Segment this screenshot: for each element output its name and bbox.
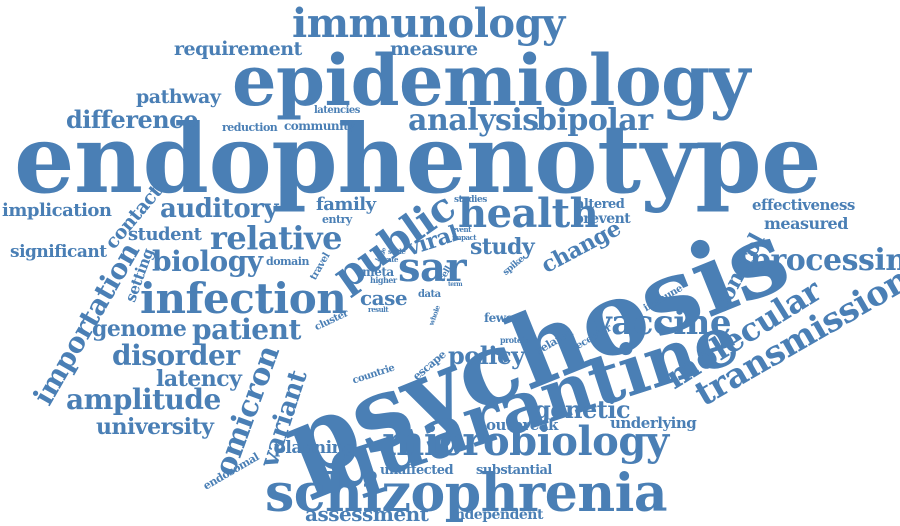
word-pathway: pathway (136, 86, 221, 108)
word-family: family (316, 194, 376, 215)
word-unaffected: unaffected (380, 463, 454, 478)
word-meta: meta (362, 265, 394, 279)
word-rate: rate (384, 255, 398, 264)
word-policy: policy (448, 341, 525, 370)
word-university: university (96, 414, 214, 440)
word-assessment: assessment (305, 502, 429, 526)
word-event: event (452, 225, 471, 234)
word-bipolar: bipolar (536, 103, 653, 138)
word-scale: scale (388, 247, 406, 256)
word-auditory: auditory (160, 194, 278, 224)
word-domain: domain (266, 255, 309, 268)
word-requirement: requirement (174, 38, 302, 60)
word-studies: studies (454, 195, 487, 205)
word-latencies: latencies (314, 105, 360, 116)
word-altered: altered (576, 197, 625, 212)
word-difference: difference (66, 105, 199, 134)
word-community: community (284, 119, 355, 133)
word-immunology: immunology (292, 0, 565, 47)
word-latency: latency (156, 366, 242, 392)
word-fewer: fewer (484, 311, 519, 325)
word-relative: relative (210, 219, 343, 257)
word-processing: processing (750, 243, 900, 278)
word-disorder: disorder (112, 339, 240, 372)
word-term: term (448, 281, 463, 288)
word-protein: protein (500, 335, 530, 345)
word-impact: impact (452, 233, 477, 242)
word-data: data (418, 289, 441, 300)
word-endophenotype: endophenotype (14, 104, 822, 215)
word-reduction: reduction (222, 121, 278, 134)
word-patient: patient (192, 313, 301, 346)
word-significant: significant (10, 242, 107, 262)
word-independent: independent (450, 507, 543, 523)
word-biology: biology (152, 245, 263, 278)
word-substantial: substantial (476, 463, 552, 478)
word-case: case (360, 286, 408, 310)
word-prevent: prevent (574, 211, 631, 227)
word-health: health (458, 190, 599, 237)
word-student: student (128, 224, 202, 245)
word-genome: genome (92, 316, 187, 342)
word-entry: entry (322, 213, 352, 226)
word-vaccine: vaccine (592, 303, 731, 343)
word-measure: measure (390, 38, 478, 60)
word-genetic: genetic (534, 395, 631, 424)
word-analysis: analysis (408, 103, 539, 138)
word-higher: higher (370, 275, 397, 285)
word-sar: sar (398, 244, 467, 291)
word-implication: implication (2, 200, 112, 221)
word-effectiveness: effectiveness (752, 196, 855, 214)
word-amplitude: amplitude (66, 383, 221, 416)
word-microbiology: microbiology (382, 418, 669, 465)
word-whole: whole (426, 304, 442, 327)
word-underlying: underlying (610, 414, 697, 432)
word-study: study (470, 234, 535, 260)
word-schizophrenia: schizophrenia (265, 463, 668, 524)
word-planning: planning (274, 438, 355, 458)
word-measured: measured (764, 214, 848, 233)
word-infection: infection (140, 274, 347, 323)
word-epidemiology: epidemiology (232, 39, 750, 122)
word-result: result (368, 305, 389, 314)
word-outbreak: outbreak (486, 416, 558, 434)
